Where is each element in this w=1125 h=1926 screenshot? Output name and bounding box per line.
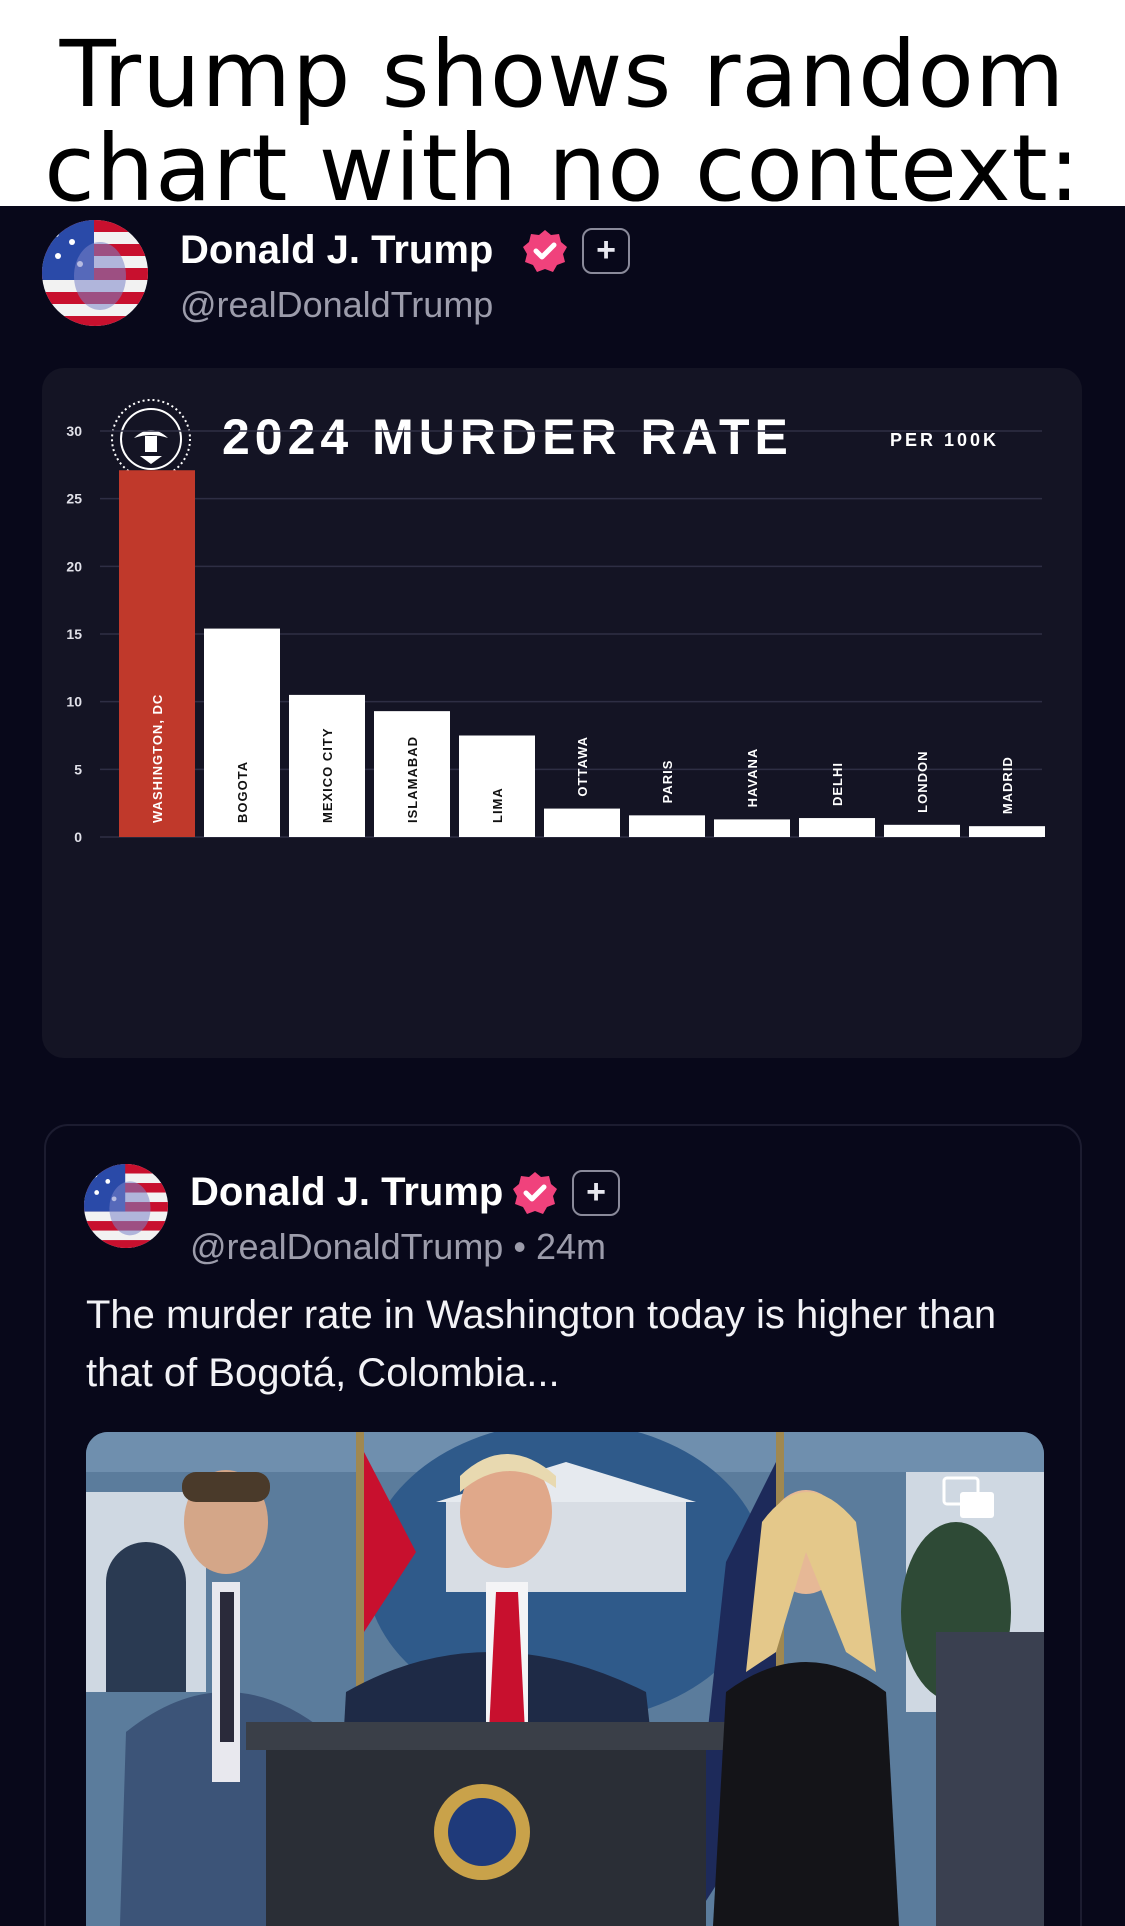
flag-portrait-icon [42, 220, 148, 326]
bar-london [884, 825, 960, 837]
bar-chart: 0 5 10 15 20 25 30 WASHINGTON, DC BOGOTA MEXICO C… [42, 368, 1082, 1058]
y-tick-label: 25 [66, 491, 82, 507]
bar-ottawa [544, 809, 620, 837]
y-tick-label: 20 [66, 558, 82, 574]
bar-label: PARIS [660, 760, 675, 804]
bar-delhi [799, 818, 875, 837]
bar-label: HAVANA [745, 748, 760, 808]
post-text: The murder rate in Washington today is h… [86, 1286, 1046, 1402]
post-author-avatar[interactable] [84, 1164, 168, 1248]
author-avatar[interactable] [42, 220, 148, 326]
bar-label: MADRID [1000, 756, 1015, 814]
verified-check-icon [522, 228, 568, 274]
chart-card: 2024 MURDER RATE PER 100K 0 5 10 15 20 25 30 WA… [42, 368, 1082, 1058]
bar-label: WASHINGTON, DC [150, 694, 165, 823]
meme-caption-line-2: chart with no context: [0, 122, 1125, 216]
y-tick-label: 15 [66, 626, 82, 642]
post-meta: @realDonaldTrump • 24m [190, 1226, 606, 1268]
y-tick-label: 0 [74, 829, 82, 845]
bar-label: DELHI [830, 762, 845, 806]
app-screen: Donald J. Trump + @realDonaldTrump 2024 … [0, 206, 1125, 1926]
expand-media-icon[interactable] [942, 1476, 996, 1520]
meme-caption: Trump shows random chart with no context… [0, 0, 1125, 206]
bar-label: MEXICO CITY [320, 727, 335, 823]
bar-paris [629, 815, 705, 837]
meme-caption-line-1: Trump shows random [0, 28, 1125, 122]
bar-label: OTTAWA [575, 736, 590, 797]
post-card[interactable]: Donald J. Trump + @realDonaldTrump • 24m… [44, 1124, 1082, 1926]
author-name[interactable]: Donald J. Trump [180, 228, 493, 273]
y-tick-label: 10 [66, 694, 82, 710]
bar-havana [714, 819, 790, 837]
flag-portrait-icon [84, 1164, 168, 1248]
bar-label: LONDON [915, 750, 930, 812]
bar-label: LIMA [490, 787, 505, 823]
meta-separator: • [513, 1226, 526, 1267]
bar-label: BOGOTA [235, 761, 250, 823]
y-tick-label: 5 [74, 761, 82, 777]
post-author-handle[interactable]: @realDonaldTrump [190, 1226, 503, 1267]
post-plus-badge[interactable]: + [572, 1170, 620, 1216]
post-media[interactable] [86, 1432, 1044, 1926]
verified-check-icon [512, 1170, 558, 1216]
post-author-name[interactable]: Donald J. Trump [190, 1170, 503, 1215]
plus-badge[interactable]: + [582, 228, 630, 274]
bar-label: ISLAMABAD [405, 736, 420, 823]
bar-madrid [969, 826, 1045, 837]
press-conference-photo [86, 1432, 1044, 1926]
y-tick-label: 30 [66, 423, 82, 439]
author-handle[interactable]: @realDonaldTrump [180, 284, 493, 326]
post-time[interactable]: 24m [536, 1226, 606, 1267]
